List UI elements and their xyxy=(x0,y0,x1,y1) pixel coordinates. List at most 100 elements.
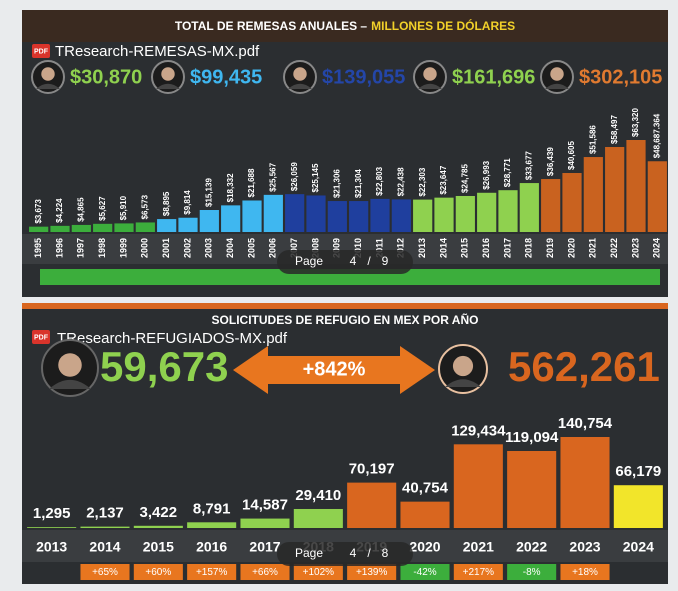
growth-label: +66% xyxy=(252,567,278,578)
growth-box xyxy=(133,564,183,580)
bar xyxy=(647,161,667,232)
bar xyxy=(187,522,237,528)
value-label: $21,304 xyxy=(354,169,363,198)
x-tick-label: 2000 xyxy=(140,238,150,258)
value-label: $33,677 xyxy=(524,151,533,180)
growth-label: +157% xyxy=(196,567,228,578)
bar xyxy=(178,217,198,232)
value-label: $40,605 xyxy=(567,141,576,170)
value-label: 140,754 xyxy=(558,415,613,432)
file-name: TResearch-REFUGIADOS-MX.pdf xyxy=(57,330,288,347)
period-total: $30,870 xyxy=(70,66,142,88)
value-label: 1,295 xyxy=(33,505,71,522)
bar xyxy=(327,201,347,232)
portrait-face xyxy=(550,67,564,81)
value-label: $4,865 xyxy=(76,197,85,222)
growth-label: +217% xyxy=(463,567,495,578)
bar xyxy=(583,157,603,232)
value-label: 14,587 xyxy=(242,497,288,514)
bar xyxy=(80,526,130,528)
bar xyxy=(613,485,663,528)
bar xyxy=(285,194,305,232)
value-label: $18,332 xyxy=(226,173,235,202)
bar xyxy=(370,198,390,232)
period-total: $302,105 xyxy=(579,66,662,88)
bar xyxy=(71,224,91,232)
pdf-icon-glyph: PDF xyxy=(34,48,49,55)
growth-label: +18% xyxy=(572,567,598,578)
file-name: TResearch-REMESAS-MX.pdf xyxy=(55,43,260,60)
bar xyxy=(221,205,241,232)
growth-box xyxy=(80,564,130,580)
value-label: 70,197 xyxy=(349,461,395,478)
bar xyxy=(519,183,539,232)
value-label: $8,895 xyxy=(162,191,171,216)
pdf-icon xyxy=(32,44,50,58)
bar xyxy=(50,225,70,232)
portrait-face xyxy=(58,353,82,377)
x-tick-label: 1995 xyxy=(33,238,43,258)
value-label: $25,567 xyxy=(268,162,277,191)
growth-label: +139% xyxy=(356,567,388,578)
growth-label: -42% xyxy=(413,567,436,578)
value-label: 2,137 xyxy=(86,505,124,522)
growth-box xyxy=(507,564,557,580)
bar xyxy=(477,192,497,232)
x-tick-label: 1999 xyxy=(118,238,128,258)
page-current: 4 xyxy=(350,254,357,268)
x-tick-label: 1997 xyxy=(76,238,86,258)
portrait-body xyxy=(288,83,312,89)
x-tick-label: 1998 xyxy=(97,238,107,258)
x-tick-label: 2023 xyxy=(630,238,640,258)
bar xyxy=(199,210,219,232)
bar xyxy=(498,190,518,232)
value-label: 8,791 xyxy=(193,500,231,517)
x-tick-label: 2017 xyxy=(502,238,512,258)
page-indicator xyxy=(277,542,413,566)
portrait-body xyxy=(545,83,569,89)
x-tick-label: 2018 xyxy=(524,238,534,258)
page-total: 9 xyxy=(382,254,389,268)
value-label: $15,139 xyxy=(204,178,213,207)
growth-box xyxy=(187,564,237,580)
x-tick-label: 2024 xyxy=(652,238,662,258)
page-label: Page xyxy=(295,254,323,268)
bar xyxy=(306,195,326,232)
bar xyxy=(507,451,557,528)
page-current: 4 xyxy=(350,546,357,560)
value-label: $22,303 xyxy=(418,167,427,196)
period-total: $139,055 xyxy=(322,66,405,88)
bar xyxy=(263,194,283,232)
portrait-body xyxy=(445,379,481,387)
value-label: 119,094 xyxy=(505,429,559,446)
x-tick-label: 2011 xyxy=(374,238,384,258)
growth-box xyxy=(453,564,503,580)
x-tick-label: 2022 xyxy=(609,238,619,258)
change-arrow xyxy=(233,346,435,394)
portrait-face xyxy=(161,67,175,81)
bar xyxy=(413,199,433,232)
bar xyxy=(135,222,155,232)
value-label: $25,145 xyxy=(311,163,320,192)
value-label: $4,224 xyxy=(55,198,64,223)
x-tick-label: 2010 xyxy=(353,238,363,258)
growth-label: +102% xyxy=(303,567,335,578)
x-tick-label: 2013 xyxy=(36,539,67,555)
portrait-face xyxy=(293,67,307,81)
value-label: $3,673 xyxy=(34,199,43,224)
value-label: $22,438 xyxy=(396,167,405,196)
x-tick-label: 2005 xyxy=(246,238,256,258)
portrait-body xyxy=(36,83,60,89)
x-tick-label: 2015 xyxy=(460,238,470,258)
portrait-face xyxy=(41,67,55,81)
value-label: $21,688 xyxy=(247,168,256,197)
growth-box xyxy=(293,564,343,580)
bar xyxy=(242,200,262,232)
x-tick-label: 2020 xyxy=(566,238,576,258)
value-label: $28,771 xyxy=(503,158,512,187)
portrait-body xyxy=(156,83,180,89)
page-separator: / xyxy=(367,254,371,268)
value-label: $23,647 xyxy=(439,165,448,194)
